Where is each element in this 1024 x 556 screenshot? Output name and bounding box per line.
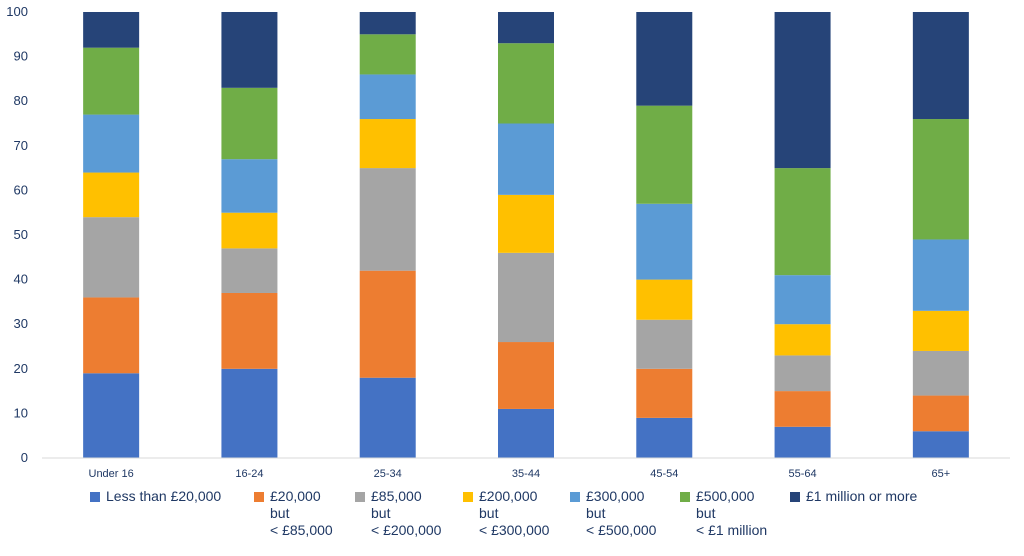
bar-segment	[498, 408, 554, 458]
y-tick-label: 60	[14, 182, 28, 197]
bar-segment	[912, 395, 969, 432]
legend-label: £20,000 but < £85,000	[270, 488, 333, 538]
x-tick-label: 45-54	[650, 468, 678, 480]
bar-segment	[774, 12, 831, 169]
bar-segment	[912, 119, 969, 240]
bar-segment	[359, 119, 416, 169]
bar-segment	[498, 252, 554, 343]
x-tick-label: 55-64	[789, 468, 817, 480]
bar-segment	[221, 248, 278, 293]
y-tick-label: 100	[6, 4, 28, 19]
bar-segment	[774, 324, 831, 356]
bar-segment	[912, 239, 969, 311]
bar-segment	[912, 350, 969, 396]
legend-label: £1 million or more	[806, 488, 918, 504]
bar-segment	[498, 12, 554, 44]
bar-segment	[636, 319, 693, 369]
bar-segment	[774, 391, 831, 427]
bar-segment	[83, 114, 140, 173]
bar-segment	[636, 105, 693, 204]
y-tick-label: 40	[14, 272, 28, 287]
legend-item: £1 million or more	[790, 488, 917, 505]
bar-segment	[774, 168, 831, 276]
y-tick-label: 20	[14, 361, 28, 376]
legend-item: £20,000 but < £85,000	[254, 488, 333, 539]
y-tick-label: 90	[14, 49, 28, 64]
y-tick-label: 10	[14, 405, 28, 420]
legend-label: £500,000 but < £1 million	[696, 488, 768, 538]
legend-item: £85,000 but < £200,000	[355, 488, 441, 539]
legend-item: Less than £20,000	[90, 488, 221, 505]
bar-segment	[221, 159, 278, 213]
y-tick-label: 70	[14, 138, 28, 153]
bar-segment	[221, 368, 278, 458]
bar-segment	[774, 275, 831, 325]
x-tick-label: 16-24	[235, 468, 263, 480]
bar-segment	[359, 34, 416, 75]
legend-swatch	[90, 492, 100, 502]
x-tick-label: Under 16	[89, 468, 134, 480]
chart-legend: Less than £20,000 £20,000 but < £85,000 £8…	[90, 488, 990, 548]
bar-segment	[636, 368, 693, 418]
legend-item: £200,000 but < £300,000	[463, 488, 549, 539]
bar-segment	[912, 12, 969, 120]
bar-segment	[83, 12, 140, 48]
bar-segment	[83, 373, 140, 458]
bar-segment	[83, 217, 140, 298]
legend-swatch	[355, 492, 365, 502]
legend-label: £85,000 but < £200,000	[371, 488, 442, 538]
bar-segment	[221, 212, 278, 249]
legend-label: £300,000 but < £500,000	[586, 488, 657, 538]
legend-swatch	[680, 492, 690, 502]
legend-swatch	[254, 492, 264, 502]
legend-label: Less than £20,000	[106, 488, 222, 504]
bar-segment	[498, 43, 554, 124]
bar-segment	[498, 194, 554, 253]
bar-segment	[359, 377, 416, 458]
legend-swatch	[463, 492, 473, 502]
legend-label: £200,000 but < £300,000	[479, 488, 550, 538]
y-tick-label: 30	[14, 316, 28, 331]
bar-segment	[359, 168, 416, 271]
bar-segment	[83, 297, 140, 374]
bar-segment	[359, 12, 416, 35]
bar-segment	[359, 270, 416, 378]
bar-segment	[774, 355, 831, 392]
bar-segment	[83, 47, 140, 115]
bar-segment	[498, 123, 554, 195]
bar-segment	[636, 12, 693, 106]
legend-swatch	[790, 492, 800, 502]
y-tick-label: 50	[14, 227, 28, 242]
bar-segment	[912, 310, 969, 351]
bar-segment	[83, 172, 140, 218]
bar-segment	[498, 342, 554, 409]
y-tick-label: 0	[21, 450, 28, 465]
x-tick-label: 65+	[932, 468, 951, 480]
y-tick-label: 80	[14, 93, 28, 108]
bar-segment	[221, 12, 278, 88]
x-tick-label: 35-44	[512, 468, 540, 480]
bar-segment	[774, 426, 831, 458]
bar-segment	[912, 431, 969, 458]
bar-segment	[636, 203, 693, 280]
x-tick-label: 25-34	[374, 468, 402, 480]
bar-segment	[636, 417, 693, 458]
bar-segment	[221, 87, 278, 160]
legend-item: £300,000 but < £500,000	[570, 488, 656, 539]
bar-segment	[359, 74, 416, 120]
legend-swatch	[570, 492, 580, 502]
legend-item: £500,000 but < £1 million	[680, 488, 767, 539]
bar-segment	[221, 292, 278, 369]
bar-segment	[636, 279, 693, 320]
